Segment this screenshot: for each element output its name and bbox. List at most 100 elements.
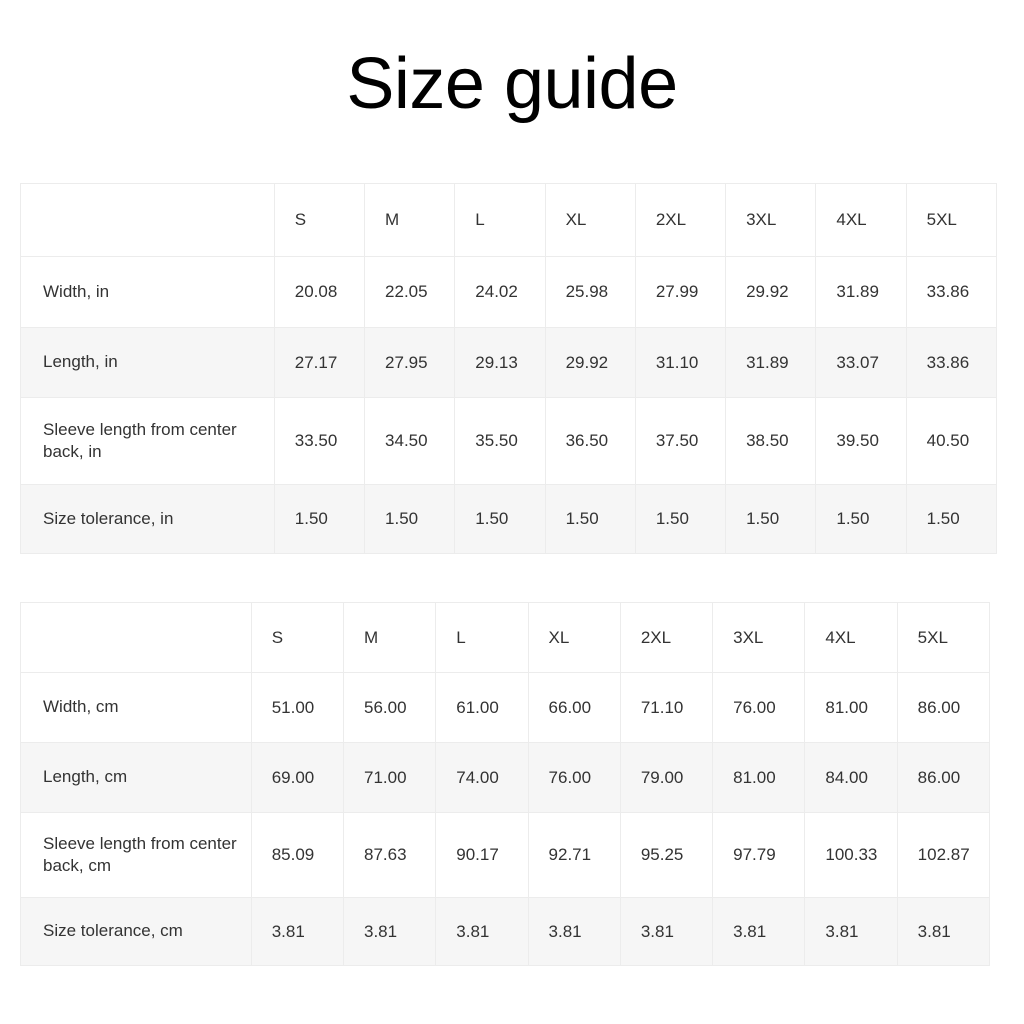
cell-sleeve-cm-3xl: 97.79 [712,812,806,898]
table-row: Length, cm 69.00 71.00 74.00 76.00 79.00… [20,742,991,813]
cell-tolerance-in-4xl: 1.50 [815,484,907,554]
cell-width-cm-5xl: 86.00 [896,672,991,743]
page-title: Size guide [346,44,678,124]
cell-sleeve-in-s: 33.50 [273,397,366,485]
cell-sleeve-in-xl: 36.50 [544,397,636,485]
cell-length-cm-l: 74.00 [435,742,529,813]
cell-length-cm-5xl: 86.00 [896,742,991,813]
row-label-width-in: Width, in [20,256,275,328]
cell-width-in-m: 22.05 [364,256,456,328]
cell-tolerance-cm-l: 3.81 [435,897,529,966]
cell-length-cm-s: 69.00 [250,742,344,813]
cell-width-cm-m: 56.00 [342,672,437,743]
cell-tolerance-cm-m: 3.81 [342,897,437,966]
cell-tolerance-in-2xl: 1.50 [634,484,727,554]
cell-length-in-m: 27.95 [364,327,456,398]
cell-length-in-4xl: 33.07 [815,327,907,398]
cell-length-in-3xl: 31.89 [725,327,817,398]
cell-width-cm-l: 61.00 [435,672,529,743]
column-header-s: S [273,183,366,257]
cell-width-in-2xl: 27.99 [634,256,727,328]
column-header-l: L [454,183,546,257]
cell-tolerance-in-3xl: 1.50 [725,484,817,554]
cell-length-cm-xl: 76.00 [527,742,621,813]
size-table-inches: S M L XL 2XL 3XL 4XL 5XL Width, in 20.08… [20,183,998,554]
row-label-length-in: Length, in [20,327,275,398]
cell-length-in-l: 29.13 [454,327,546,398]
cell-tolerance-in-5xl: 1.50 [905,484,998,554]
column-header-s: S [250,602,344,673]
table-row: Length, in 27.17 27.95 29.13 29.92 31.10… [20,327,998,398]
table-row: Size tolerance, cm 3.81 3.81 3.81 3.81 3… [20,897,991,966]
cell-sleeve-in-l: 35.50 [454,397,546,485]
row-label-width-cm: Width, cm [20,672,252,743]
row-label-tolerance-cm: Size tolerance, cm [20,897,252,966]
cell-length-cm-m: 71.00 [342,742,437,813]
cell-width-cm-3xl: 76.00 [712,672,806,743]
cell-width-cm-s: 51.00 [250,672,344,743]
cell-width-cm-xl: 66.00 [527,672,621,743]
cell-width-in-5xl: 33.86 [905,256,998,328]
column-header-3xl: 3XL [725,183,817,257]
column-header-l: L [435,602,529,673]
cell-width-in-4xl: 31.89 [815,256,907,328]
cell-length-in-2xl: 31.10 [634,327,727,398]
table-row: Sleeve length from center back, cm 85.09… [20,812,991,898]
cell-length-cm-3xl: 81.00 [712,742,806,813]
table-row: Sleeve length from center back, in 33.50… [20,397,998,485]
cell-tolerance-cm-3xl: 3.81 [712,897,806,966]
cell-tolerance-cm-2xl: 3.81 [619,897,714,966]
cell-tolerance-in-s: 1.50 [273,484,366,554]
table-row: Width, in 20.08 22.05 24.02 25.98 27.99 … [20,256,998,328]
cell-length-in-5xl: 33.86 [905,327,998,398]
cell-sleeve-cm-m: 87.63 [342,812,437,898]
column-header-m: M [364,183,456,257]
cell-tolerance-cm-s: 3.81 [250,897,344,966]
cell-sleeve-cm-4xl: 100.33 [804,812,898,898]
cell-tolerance-in-m: 1.50 [364,484,456,554]
cell-tolerance-cm-4xl: 3.81 [804,897,898,966]
cell-width-cm-2xl: 71.10 [619,672,714,743]
row-label-sleeve-cm: Sleeve length from center back, cm [20,812,252,898]
cell-width-in-xl: 25.98 [544,256,636,328]
corner-cell [20,602,252,673]
cell-sleeve-cm-5xl: 102.87 [896,812,991,898]
cell-tolerance-cm-xl: 3.81 [527,897,621,966]
cell-sleeve-cm-xl: 92.71 [527,812,621,898]
column-header-5xl: 5XL [896,602,991,673]
row-label-tolerance-in: Size tolerance, in [20,484,275,554]
cell-sleeve-in-2xl: 37.50 [634,397,727,485]
corner-cell [20,183,275,257]
table-row: Width, cm 51.00 56.00 61.00 66.00 71.10 … [20,672,991,743]
column-header-3xl: 3XL [712,602,806,673]
cell-length-in-xl: 29.92 [544,327,636,398]
cell-length-cm-4xl: 84.00 [804,742,898,813]
cell-width-in-l: 24.02 [454,256,546,328]
column-header-5xl: 5XL [905,183,998,257]
cell-length-cm-2xl: 79.00 [619,742,714,813]
cell-tolerance-in-xl: 1.50 [544,484,636,554]
column-header-2xl: 2XL [634,183,727,257]
cell-width-cm-4xl: 81.00 [804,672,898,743]
column-header-m: M [342,602,437,673]
cell-sleeve-in-5xl: 40.50 [905,397,998,485]
cell-tolerance-cm-5xl: 3.81 [896,897,991,966]
cell-width-in-s: 20.08 [273,256,366,328]
cell-sleeve-cm-s: 85.09 [250,812,344,898]
cell-sleeve-in-m: 34.50 [364,397,456,485]
cell-sleeve-cm-2xl: 95.25 [619,812,714,898]
size-table-centimeters: S M L XL 2XL 3XL 4XL 5XL Width, cm 51.00… [20,602,991,966]
table-header-row: S M L XL 2XL 3XL 4XL 5XL [20,183,998,257]
column-header-xl: XL [527,602,621,673]
cell-width-in-3xl: 29.92 [725,256,817,328]
cell-sleeve-cm-l: 90.17 [435,812,529,898]
column-header-2xl: 2XL [619,602,714,673]
table-row: Size tolerance, in 1.50 1.50 1.50 1.50 1… [20,484,998,554]
row-label-length-cm: Length, cm [20,742,252,813]
table-header-row: S M L XL 2XL 3XL 4XL 5XL [20,602,991,673]
row-label-sleeve-in: Sleeve length from center back, in [20,397,275,485]
column-header-xl: XL [544,183,636,257]
cell-sleeve-in-4xl: 39.50 [815,397,907,485]
column-header-4xl: 4XL [804,602,898,673]
